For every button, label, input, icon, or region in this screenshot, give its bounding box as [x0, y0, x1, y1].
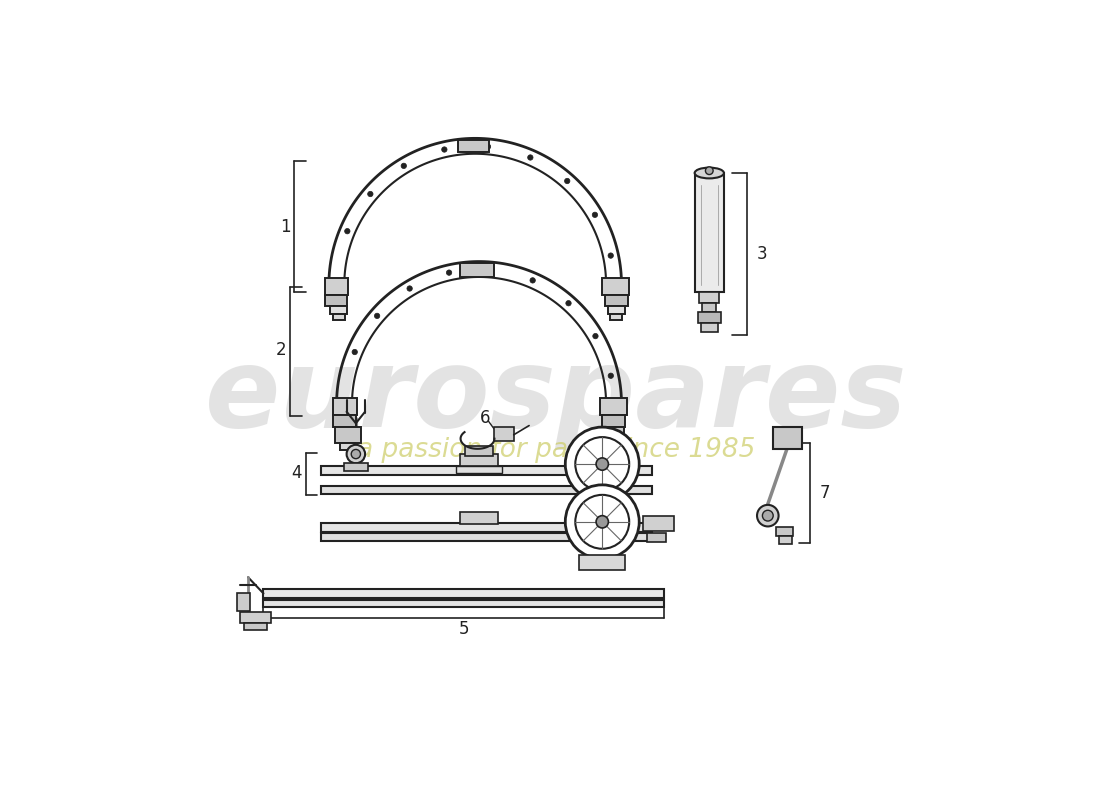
Bar	[607, 438, 621, 446]
Bar	[460, 454, 498, 466]
Bar	[580, 555, 626, 570]
Circle shape	[530, 278, 536, 283]
Circle shape	[402, 163, 407, 169]
Bar	[321, 486, 652, 494]
Bar	[701, 323, 718, 332]
Circle shape	[564, 178, 570, 184]
Circle shape	[351, 450, 361, 458]
Text: eurospares: eurospares	[205, 342, 908, 450]
Text: 6: 6	[480, 409, 491, 427]
Circle shape	[565, 427, 639, 501]
Circle shape	[488, 267, 494, 273]
Bar	[236, 593, 251, 611]
Circle shape	[528, 154, 534, 160]
Bar	[321, 466, 652, 475]
Circle shape	[352, 350, 358, 354]
Bar	[695, 173, 724, 292]
Bar	[343, 463, 368, 471]
Circle shape	[447, 270, 452, 275]
Circle shape	[367, 191, 373, 197]
Bar	[332, 414, 356, 427]
Bar	[603, 278, 629, 295]
Bar	[332, 398, 358, 414]
Bar	[336, 427, 361, 442]
Text: 1: 1	[279, 218, 290, 236]
Bar	[644, 516, 674, 531]
Bar	[773, 427, 803, 449]
Circle shape	[757, 505, 779, 526]
Bar	[326, 278, 348, 295]
Circle shape	[565, 485, 639, 558]
Bar	[607, 306, 625, 314]
Bar	[647, 533, 667, 542]
Circle shape	[608, 253, 614, 258]
Circle shape	[592, 212, 597, 218]
Circle shape	[762, 510, 773, 521]
Bar	[465, 446, 493, 455]
Circle shape	[346, 445, 365, 463]
Circle shape	[344, 229, 350, 234]
Bar	[332, 314, 345, 320]
Bar	[603, 414, 625, 427]
Circle shape	[374, 313, 379, 318]
Circle shape	[407, 286, 412, 291]
Bar	[700, 292, 719, 303]
Bar	[580, 497, 626, 514]
Text: 4: 4	[292, 464, 301, 482]
Bar	[777, 527, 793, 537]
Bar	[605, 295, 628, 306]
Bar	[458, 140, 488, 152]
Bar	[779, 537, 792, 544]
Text: 5: 5	[459, 620, 469, 638]
Circle shape	[575, 495, 629, 549]
Text: 3: 3	[757, 245, 767, 263]
Bar	[264, 589, 664, 598]
Circle shape	[596, 458, 608, 470]
Circle shape	[596, 516, 608, 528]
Circle shape	[565, 301, 571, 306]
Bar	[321, 523, 652, 532]
Bar	[600, 398, 627, 414]
Circle shape	[608, 373, 614, 378]
Bar	[703, 303, 716, 312]
Bar	[460, 512, 498, 524]
Bar	[244, 622, 267, 630]
Ellipse shape	[695, 168, 724, 178]
Text: a passion for parts since 1985: a passion for parts since 1985	[356, 437, 756, 463]
Circle shape	[575, 437, 629, 491]
Bar	[330, 306, 348, 314]
Bar	[321, 534, 652, 541]
Bar	[495, 427, 514, 441]
Circle shape	[705, 167, 713, 174]
Bar	[609, 314, 623, 320]
Circle shape	[485, 144, 491, 150]
Bar	[326, 295, 346, 306]
Bar	[264, 599, 664, 607]
Bar	[605, 427, 624, 438]
Circle shape	[593, 334, 598, 339]
Bar	[460, 263, 494, 277]
Circle shape	[442, 147, 447, 152]
Text: 7: 7	[820, 483, 829, 502]
Bar	[455, 466, 502, 473]
Text: 2: 2	[276, 341, 286, 359]
Bar	[241, 612, 272, 622]
Bar	[697, 312, 720, 323]
Bar	[340, 442, 355, 450]
